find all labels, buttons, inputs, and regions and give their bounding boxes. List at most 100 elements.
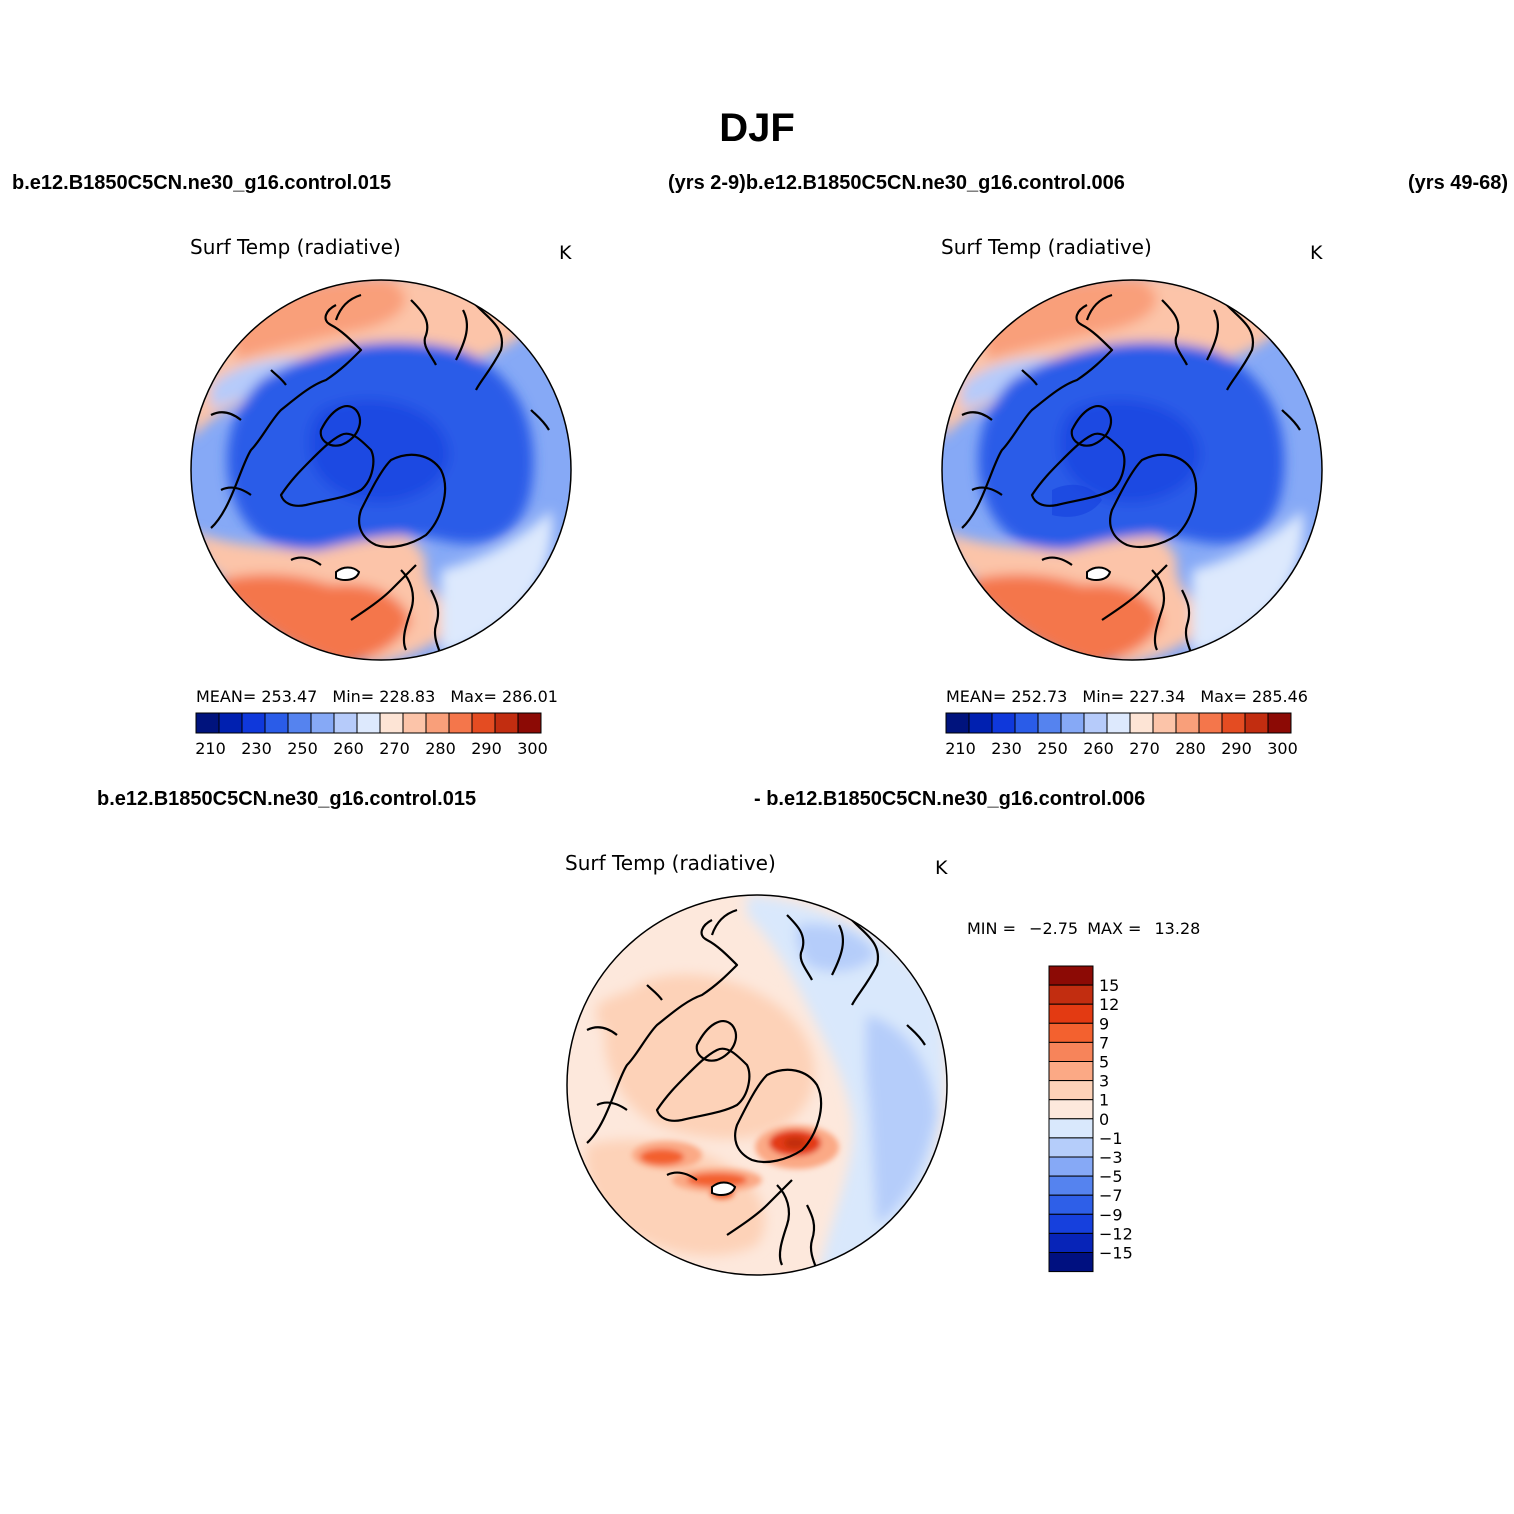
panel2-units: K: [1310, 242, 1323, 264]
panel3-colorbar-box: [1048, 1213, 1094, 1234]
panel3-colorbar-tick: 3: [1099, 1072, 1109, 1091]
panel2-mean-value: 252.73: [1011, 687, 1068, 706]
top-right-case-label: (yrs 49-68): [1408, 172, 1509, 194]
panel3-colorbar-box: [1048, 1003, 1094, 1024]
panel1-title: Surf Temp (radiative): [190, 235, 401, 259]
panel3-colorbar-tick: −12: [1099, 1224, 1133, 1243]
panel2-colorbar-box: [945, 712, 970, 734]
panel1-colorbar-tick: 290: [471, 739, 502, 758]
panel2-colorbar-tick: 210: [945, 739, 976, 758]
panel2-colorbar-box: [1060, 712, 1085, 734]
diff-right-case-label: - b.e12.B1850C5CN.ne30_g16.control.006: [754, 788, 1146, 810]
panel2-colorbar-tick: 250: [1037, 739, 1068, 758]
top-left-case-label: b.e12.B1850C5CN.ne30_g16.control.015: [12, 172, 392, 194]
panel3-colorbar-box: [1048, 1232, 1094, 1254]
panel2-max-label: Max=: [1200, 687, 1247, 706]
panel3-max-label: MAX =: [1087, 919, 1142, 938]
panel3-colorbar-box: [1048, 1175, 1094, 1196]
panel1-units: K: [559, 242, 572, 264]
panel3-colorbar-box: [1048, 1041, 1094, 1063]
colorbars: [195, 712, 1292, 1273]
panel2-max-value: 285.46: [1251, 687, 1308, 706]
panel3-colorbar-tick: 0: [1099, 1110, 1109, 1129]
panel2-colorbar-box: [1198, 712, 1223, 734]
panel2-colorbar-box: [1244, 712, 1269, 734]
panel1-stats: MEAN= 253.47 Min= 228.83 Max= 286.01: [196, 687, 558, 706]
panel1-colorbar-box: [494, 712, 519, 734]
panel3-colorbar-tick: −7: [1099, 1186, 1123, 1205]
panel3-colorbar-tick: 5: [1099, 1053, 1109, 1072]
panel2-colorbar-box: [1129, 712, 1154, 734]
diff-left-case-label: b.e12.B1850C5CN.ne30_g16.control.015: [97, 788, 477, 810]
panel2-colorbar-box: [1267, 712, 1292, 734]
panel3-colorbar-tick: 9: [1099, 1014, 1109, 1033]
panel1-mean-value: 253.47: [261, 687, 318, 706]
panel3-colorbar-tick: −1: [1099, 1129, 1123, 1148]
panel3-colorbar-box: [1048, 1194, 1094, 1215]
panel2-colorbar-tick: 280: [1175, 739, 1206, 758]
panel2-colorbar-box: [1037, 712, 1062, 734]
panel2-colorbar-tick: 290: [1221, 739, 1252, 758]
panel3-colorbar-box: [1048, 1080, 1094, 1101]
panel3-colorbar-box: [1048, 1252, 1094, 1273]
panel1-colorbar-tick: 210: [195, 739, 226, 758]
panel2-colorbar-box: [1152, 712, 1177, 734]
panel1-colorbar-box: [471, 712, 496, 734]
panel3-colorbar-box: [1048, 1137, 1094, 1158]
panel3-colorbar-box: [1048, 1118, 1094, 1139]
panel1-colorbar-box: [287, 712, 312, 734]
panel1-max-label: Max=: [450, 687, 497, 706]
panel1-min-label: Min=: [332, 687, 375, 706]
panel1-colorbar-box: [425, 712, 450, 734]
panel1-colorbar-box: [448, 712, 473, 734]
panel3-min-label: MIN =: [967, 919, 1016, 938]
panel1-colorbar-tick: 260: [333, 739, 364, 758]
panel3-map: [566, 894, 948, 1276]
panel3-colorbar-box: [1048, 965, 1094, 986]
panel1-colorbar-box: [379, 712, 404, 734]
panel1-mean-label: MEAN=: [196, 687, 257, 706]
panel1-colorbar-tick: 230: [241, 739, 272, 758]
main-title: DJF: [719, 106, 795, 150]
panel2-colorbar-box: [1106, 712, 1131, 734]
panel2-map: [941, 279, 1323, 661]
panel1-map: [190, 279, 572, 661]
panel3-minmax: MIN = −2.75 MAX = 13.28: [967, 919, 1200, 938]
panel3-colorbar-tick: 15: [1099, 976, 1119, 995]
panel1-colorbar-tick: 300: [517, 739, 548, 758]
panel1-colorbar-box: [241, 712, 266, 734]
panel2-colorbar-box: [1175, 712, 1200, 734]
panel1-colorbar-box: [333, 712, 358, 734]
panel2-title: Surf Temp (radiative): [941, 235, 1152, 259]
panel3-colorbar-tick: 1: [1099, 1091, 1109, 1110]
panel1-colorbar-tick: 280: [425, 739, 456, 758]
panel3-colorbar-box: [1048, 1022, 1094, 1043]
panel2-colorbar-tick: 230: [991, 739, 1022, 758]
panel3-colorbar-tick: −3: [1099, 1148, 1123, 1167]
panel2-min-value: 227.34: [1129, 687, 1186, 706]
panel1-colorbar-box: [402, 712, 427, 734]
panel2-colorbar-tick: 260: [1083, 739, 1114, 758]
panel3-units: K: [935, 857, 948, 879]
panel2-colorbar-tick: 270: [1129, 739, 1160, 758]
panel1-colorbar-box: [356, 712, 381, 734]
panel3-colorbar-tick: −5: [1099, 1167, 1123, 1186]
panel3-colorbar-box: [1048, 1061, 1094, 1082]
panel1-colorbar-box: [218, 712, 243, 734]
panel1-colorbar-box: [195, 712, 220, 734]
top-middle-case-label: (yrs 2-9)b.e12.B1850C5CN.ne30_g16.contro…: [668, 172, 1125, 194]
panel3-title: Surf Temp (radiative): [565, 851, 776, 875]
panel2-colorbar-tick: 300: [1267, 739, 1298, 758]
panel2-colorbar-box: [1221, 712, 1246, 734]
panel1-colorbar-tick: 270: [379, 739, 410, 758]
panel1-min-value: 228.83: [379, 687, 436, 706]
panel3-colorbar-box: [1048, 984, 1094, 1005]
panel1-colorbar-tick: 250: [287, 739, 318, 758]
panel3-max-value: 13.28: [1154, 919, 1201, 938]
panel2-colorbar-box: [968, 712, 993, 734]
panel1-max-value: 286.01: [501, 687, 558, 706]
panel2-colorbar-box: [1083, 712, 1108, 734]
panel3-colorbar-box: [1048, 1099, 1094, 1120]
panel3-min-value: −2.75: [1029, 919, 1079, 938]
